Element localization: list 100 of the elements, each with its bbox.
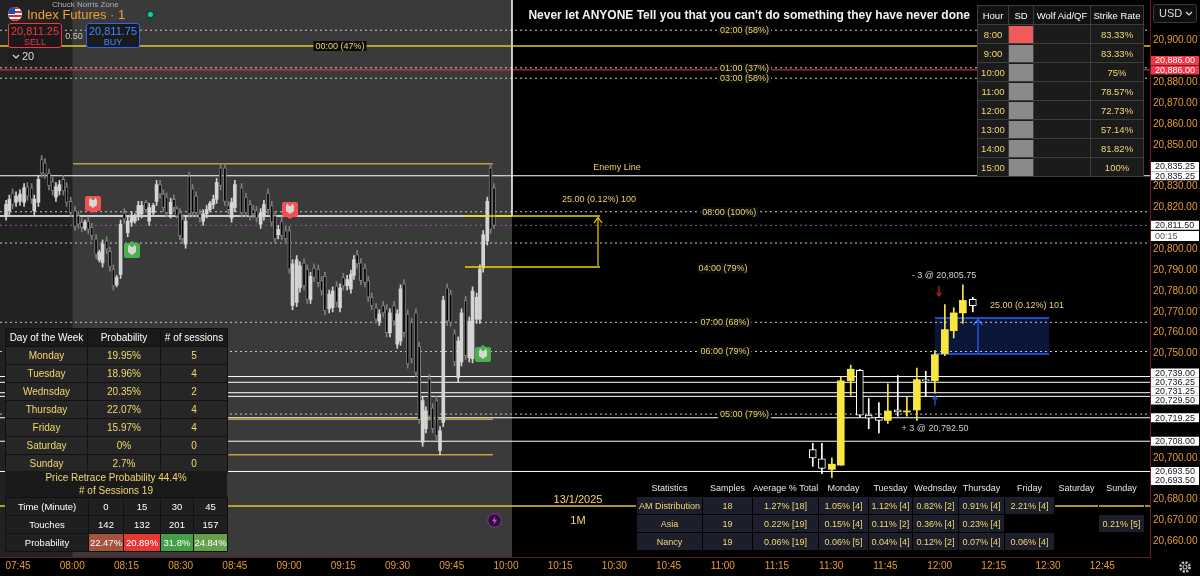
text: 0.11% [2]: [871, 518, 910, 529]
candlestick: [43, 158, 47, 179]
category-label: Asia: [660, 518, 679, 529]
text: 81.82%: [1100, 142, 1134, 154]
text: 0.04% [4]: [871, 536, 910, 547]
text: Day of the Week: [9, 331, 84, 343]
text: 20,886.00: [1155, 55, 1196, 65]
annotation: + 3 @ 20,792.50: [901, 423, 969, 433]
text: 0.12% [2]: [916, 536, 955, 547]
text: 83.33%: [1100, 47, 1134, 59]
text: 142: [98, 518, 114, 530]
y-tick-label: 14:00: [981, 142, 1005, 154]
category-label: AM Distribution: [638, 500, 701, 511]
y-tick-label: 11:00: [981, 85, 1005, 97]
y-tick-label: 20,820.00: [1153, 201, 1198, 213]
text: 2.21% [4]: [1010, 500, 1049, 511]
x-tick-label: 10:15: [547, 559, 574, 571]
x-tick-label: 09:45: [439, 559, 465, 571]
candlestick: [144, 199, 148, 213]
annotation: 20,811.25: [10, 25, 60, 37]
text: Index Futures · 1: [27, 7, 126, 22]
annotation: 07:00 (68%): [700, 317, 750, 328]
text: 0: [191, 439, 197, 451]
ref-line-label: 20,739.00: [1155, 367, 1196, 378]
text: 31.8%: [163, 536, 191, 548]
candlestick: [312, 263, 316, 282]
annotation: BUY: [103, 37, 123, 47]
x-tick-label: 08:15: [113, 559, 140, 571]
y-axis-title: Hour: [982, 9, 1004, 21]
y-tick-label: 20,850.00: [1153, 138, 1198, 150]
annotation: 25.00 (0.12%) 101: [989, 300, 1065, 310]
annotation: 02:00 (58%): [719, 25, 769, 36]
text: 0.06% [4]: [1010, 536, 1049, 547]
text: 75%: [1107, 66, 1127, 78]
x-tick-label: 12:45: [1089, 559, 1116, 571]
text: 18: [722, 500, 733, 511]
y-tick-label: 20,670.00: [1153, 514, 1198, 526]
candlestick: [25, 182, 30, 201]
text: 2.7%: [112, 457, 136, 469]
text: 19.95%: [107, 349, 141, 361]
annotation: 08:00 (100%): [702, 206, 757, 217]
text: 0.22% [19]: [763, 518, 808, 529]
x-tick-label: 08:00: [59, 559, 86, 571]
text: 19: [722, 536, 733, 547]
candlestick: [883, 383, 892, 424]
text: 0.06% [19]: [763, 536, 808, 547]
y-tick-label: 13:00: [981, 123, 1005, 135]
text: 1.05% [4]: [824, 500, 863, 511]
text: 4: [191, 421, 197, 433]
ref-line-label: 20,729.50: [1155, 394, 1196, 405]
text: 0.15% [4]: [824, 518, 863, 529]
candlestick: [244, 192, 248, 218]
text: 18.96%: [107, 367, 141, 379]
text: 22.07%: [107, 403, 141, 415]
candlestick: [73, 206, 77, 231]
y-tick-label: 20,700.00: [1153, 451, 1198, 463]
x-tick-label: 08:45: [222, 559, 248, 571]
x-tick-label: 09:30: [384, 559, 411, 571]
text: 0.91% [4]: [962, 500, 1001, 511]
text: 4: [191, 367, 197, 379]
category-label: Friday: [32, 421, 61, 433]
text: 132: [134, 518, 150, 530]
x-tick-label: 11:00: [710, 559, 736, 571]
annotation: Chuck Norris Zone: [52, 0, 119, 9]
candlestick: [287, 226, 292, 274]
ref-line-label: 20,731.25: [1155, 385, 1196, 396]
y-tick-label: 12:00: [981, 104, 1005, 116]
y-tick-label: 20,800.00: [1153, 243, 1198, 255]
y-tick-label: 20,660.00: [1153, 535, 1198, 547]
annotation: 13/1/2025: [553, 493, 603, 505]
ref-line-label: 20,736.25: [1155, 376, 1196, 387]
text: 0: [191, 457, 197, 469]
text: 0%: [116, 439, 132, 451]
text: 0.82% [2]: [916, 500, 955, 511]
text: 157: [202, 518, 219, 530]
y-tick-label: 9:00: [983, 47, 1003, 59]
text: 4: [191, 403, 197, 415]
x-tick-label: 09:15: [330, 559, 357, 571]
text: 0.23% [4]: [962, 518, 1001, 529]
category-label: Tuesday: [27, 367, 66, 379]
annotation: 00:00 (47%): [315, 40, 365, 51]
x-axis-title: Time (Minute): [17, 500, 77, 512]
y-tick-label: 20,870.00: [1153, 97, 1198, 109]
annotation: 03:00 (58%): [719, 73, 769, 84]
candlestick: [122, 208, 127, 224]
y-tick-label: Touches: [29, 518, 65, 530]
y-tick-label: 15:00: [981, 161, 1005, 173]
category-label: Average % Total: [753, 482, 819, 493]
annotation: 06:00 (79%): [700, 346, 750, 357]
category-label: Sunday: [1106, 482, 1137, 493]
text: 72.73%: [1100, 104, 1134, 116]
candlestick: [248, 199, 252, 221]
ref-line-label: 20,693.50: [1155, 466, 1196, 477]
text: 20.35%: [107, 385, 141, 397]
candlestick: [355, 250, 359, 269]
x-tick-label: 10:00: [493, 559, 519, 571]
y-tick-label: 20,760.00: [1153, 326, 1198, 338]
candlestick: [359, 258, 363, 286]
text: 19: [722, 518, 733, 529]
ref-line-label: 20,835.25: [1155, 170, 1196, 181]
